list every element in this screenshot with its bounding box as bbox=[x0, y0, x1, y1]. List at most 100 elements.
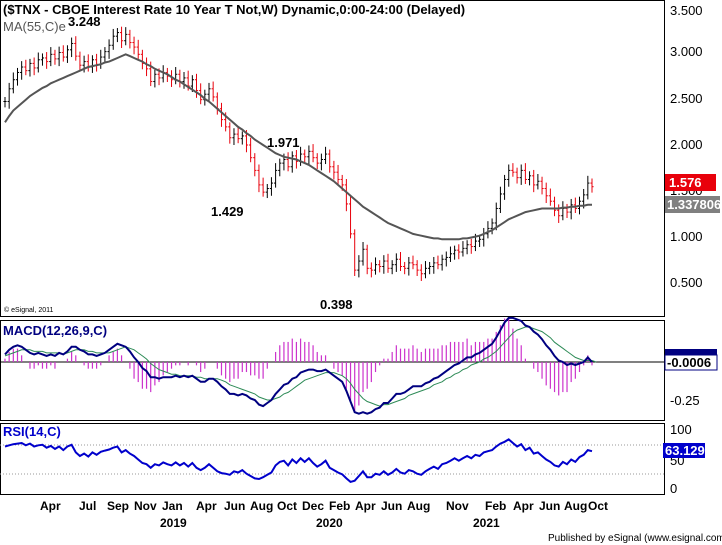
ma-value: 1.337806 bbox=[667, 197, 721, 212]
price-bar bbox=[357, 255, 361, 278]
price-bar bbox=[494, 202, 498, 231]
price-bar bbox=[20, 61, 24, 80]
price-bar bbox=[3, 96, 7, 108]
x-tick-label: Aug bbox=[250, 499, 273, 513]
price-bar bbox=[115, 28, 120, 43]
price-bar bbox=[45, 52, 49, 69]
x-tick-label: Jun bbox=[224, 499, 245, 513]
y-tick-label: 1.000 bbox=[670, 229, 703, 244]
price-bar bbox=[253, 153, 257, 177]
y-tick-label: 2.500 bbox=[670, 91, 703, 106]
price-bar bbox=[444, 251, 448, 267]
ma-line bbox=[4, 53, 592, 241]
price-bar bbox=[469, 238, 473, 254]
x-tick-label: Apr bbox=[513, 499, 534, 513]
price-bar bbox=[232, 128, 236, 145]
price-bar bbox=[328, 149, 332, 173]
price-bar bbox=[49, 47, 53, 67]
price-panel-frame bbox=[0, 0, 665, 317]
y-tick-label: 2.000 bbox=[670, 137, 703, 152]
price-bar bbox=[527, 171, 532, 186]
price-bar bbox=[207, 82, 211, 102]
price-bar bbox=[257, 164, 261, 193]
price-bar bbox=[419, 264, 423, 281]
price-bar bbox=[103, 47, 107, 63]
price-bar bbox=[182, 72, 186, 89]
price-bar bbox=[274, 163, 278, 188]
annotation-swing-low: 1.429 bbox=[211, 204, 244, 219]
price-bar bbox=[57, 46, 61, 67]
price-bar bbox=[236, 126, 240, 144]
last-price-value: 1.576 bbox=[669, 175, 702, 190]
price-bar bbox=[540, 176, 544, 195]
x-tick-label: Aug bbox=[564, 499, 587, 513]
price-bar bbox=[586, 175, 590, 200]
y-tick-label: 3.500 bbox=[670, 3, 703, 18]
price-bar bbox=[573, 197, 577, 213]
price-bar bbox=[507, 164, 511, 187]
price-bar bbox=[344, 179, 348, 212]
price-bar bbox=[548, 188, 552, 206]
price-bar bbox=[211, 81, 215, 102]
price-bar bbox=[319, 153, 323, 171]
price-bar bbox=[278, 158, 282, 177]
price-bar bbox=[436, 255, 440, 270]
x-year-label: 2021 bbox=[473, 516, 500, 530]
x-tick-label: Sep bbox=[107, 499, 129, 513]
price-bar bbox=[519, 164, 523, 185]
x-tick-label: Oct bbox=[277, 499, 297, 513]
annotation-high: 3.248 bbox=[68, 14, 101, 29]
price-bar bbox=[128, 29, 132, 49]
price-bar bbox=[290, 151, 294, 173]
x-year-label: 2020 bbox=[316, 516, 343, 530]
x-tick-label: Feb bbox=[485, 499, 506, 513]
x-axis: Apr Jul Sep Nov Jan Apr Jun Aug Oct Dec … bbox=[40, 499, 608, 530]
price-bar bbox=[124, 27, 128, 46]
price-bar bbox=[477, 234, 482, 247]
rsi-y-tick-label: 0 bbox=[670, 481, 677, 496]
macd-histogram bbox=[4, 318, 593, 413]
price-bar bbox=[415, 260, 419, 277]
x-tick-label: Apr bbox=[40, 499, 61, 513]
price-bar bbox=[307, 145, 311, 165]
price-bar bbox=[11, 72, 15, 94]
macd-badge-cap bbox=[665, 349, 717, 355]
price-bar bbox=[411, 255, 415, 270]
price-bar bbox=[348, 196, 353, 239]
x-tick-label: Dec bbox=[302, 499, 324, 513]
price-bar bbox=[28, 58, 32, 77]
price-bar bbox=[552, 196, 557, 217]
price-bar bbox=[61, 45, 65, 62]
price-bar bbox=[403, 261, 407, 275]
price-bar bbox=[515, 167, 519, 184]
price-bar bbox=[336, 164, 340, 184]
x-tick-label: Oct bbox=[588, 499, 608, 513]
annotation-low: 0.398 bbox=[320, 297, 353, 312]
price-bar bbox=[382, 255, 386, 274]
price-bar bbox=[323, 146, 328, 165]
rsi-label: RSI(14,C) bbox=[3, 424, 61, 439]
macd-y-tick-label: -0.25 bbox=[670, 393, 700, 408]
price-bar bbox=[228, 122, 232, 144]
price-bar bbox=[70, 37, 74, 58]
x-tick-label: Apr bbox=[355, 499, 376, 513]
macd-value: -0.0006 bbox=[667, 355, 711, 370]
ma-value-badge bbox=[665, 196, 720, 213]
price-bar bbox=[119, 26, 124, 48]
rsi-panel-frame bbox=[0, 423, 665, 495]
price-bar bbox=[24, 59, 28, 76]
price-bar bbox=[265, 183, 269, 199]
x-tick-label: Jan bbox=[162, 499, 183, 513]
chart-title: ($TNX - CBOE Interest Rate 10 Year T Not… bbox=[3, 2, 465, 17]
price-bar bbox=[590, 178, 594, 193]
price-bar bbox=[107, 39, 111, 59]
price-bar bbox=[194, 73, 199, 98]
price-bar bbox=[523, 163, 527, 184]
price-bar bbox=[457, 244, 461, 260]
price-bar bbox=[303, 149, 307, 163]
price-bar bbox=[465, 240, 469, 255]
price-bar bbox=[311, 144, 315, 163]
x-tick-label: Feb bbox=[329, 499, 350, 513]
